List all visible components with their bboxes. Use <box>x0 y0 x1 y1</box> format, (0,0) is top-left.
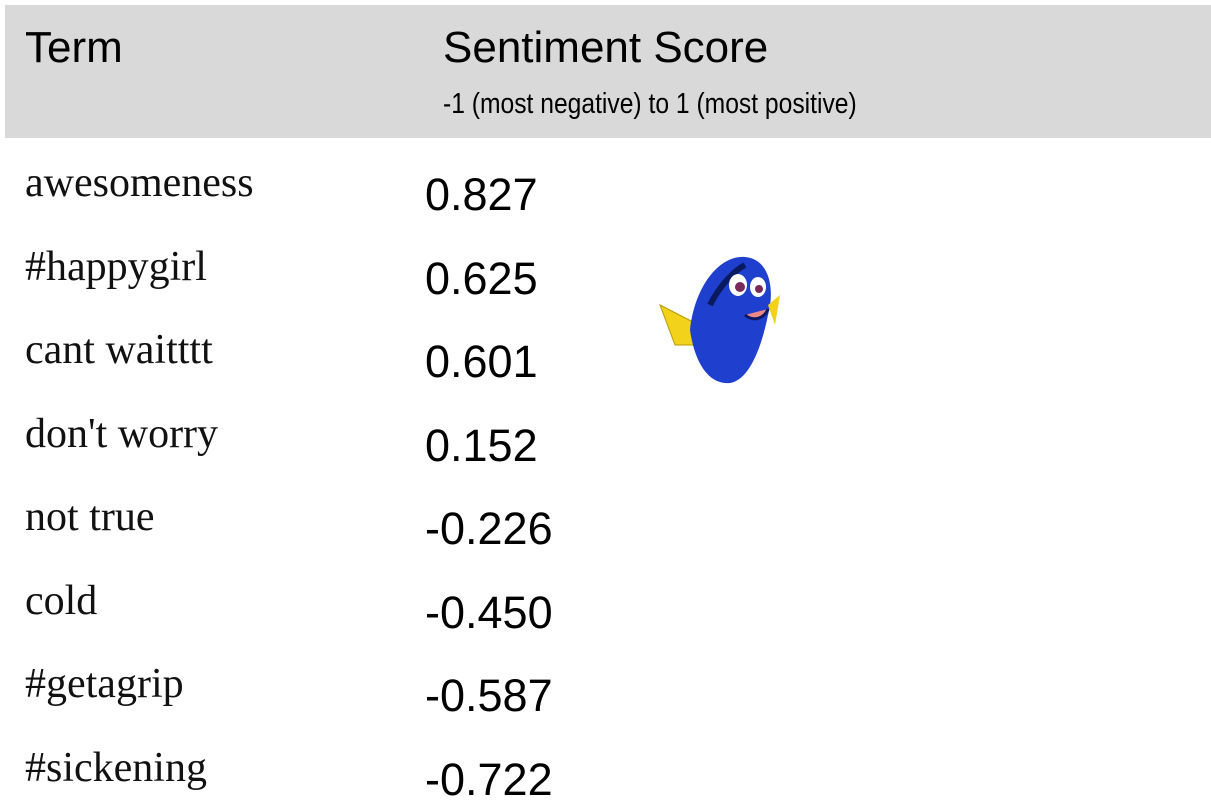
score: 0.827 <box>425 169 538 220</box>
column-header: Term <box>25 23 123 72</box>
fish-illustration <box>659 256 780 384</box>
score: -0.226 <box>425 503 553 554</box>
score: -0.722 <box>425 753 553 805</box>
score: 0.601 <box>425 336 538 387</box>
term: don't worry <box>25 410 219 457</box>
term: #getagrip <box>25 661 184 707</box>
term: not true <box>25 494 155 540</box>
term: awesomeness <box>25 160 254 206</box>
score: 0.152 <box>425 419 538 471</box>
term: cold <box>25 577 98 624</box>
score: -0.587 <box>425 670 553 721</box>
term: #happygirl <box>25 243 207 290</box>
term: #sickening <box>25 744 207 791</box>
score: 0.625 <box>425 252 538 304</box>
header-bar <box>5 5 1211 138</box>
term: cant waitttt <box>25 327 213 373</box>
column-header: Sentiment Score <box>443 23 769 72</box>
score: -0.450 <box>425 586 553 638</box>
column-subtitle: -1 (most negative) to 1 (most positive) <box>443 88 857 120</box>
